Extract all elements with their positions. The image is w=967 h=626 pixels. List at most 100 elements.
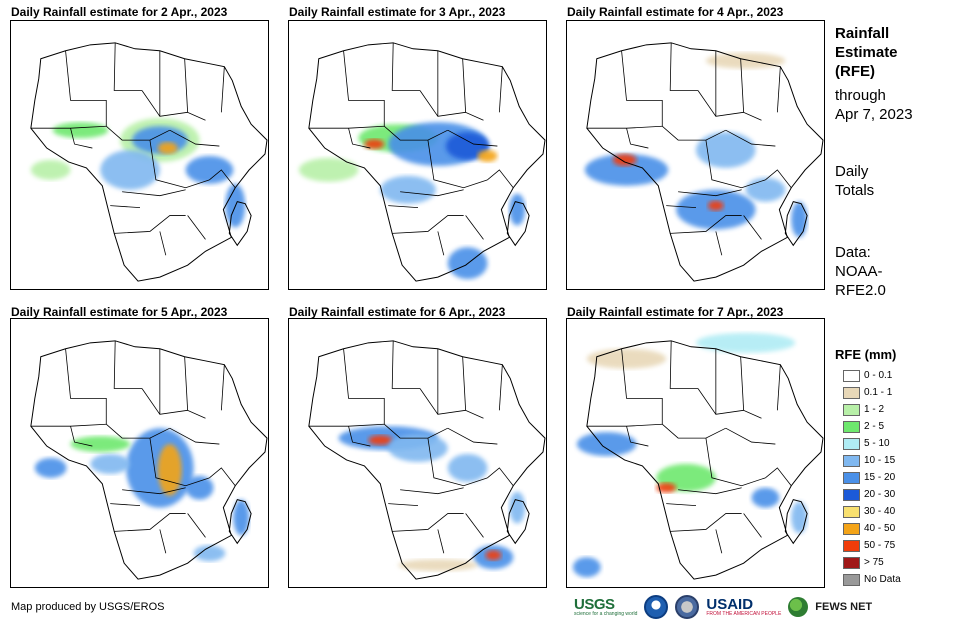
- madagascar-outline: [784, 499, 808, 545]
- country-border: [705, 140, 766, 189]
- rainfall-area: [70, 436, 131, 453]
- legend-swatch: [843, 505, 860, 518]
- country-border: [187, 215, 206, 240]
- country-border: [348, 426, 371, 447]
- country-border: [30, 423, 107, 427]
- map-panel-apr-6: [288, 318, 547, 588]
- legend-swatch: [843, 386, 860, 399]
- country-border: [110, 205, 141, 209]
- rainfall-area: [30, 159, 71, 180]
- africa-map: [584, 42, 824, 282]
- dos-seal-icon: [675, 595, 700, 619]
- country-border: [169, 129, 220, 147]
- coastline: [30, 42, 268, 282]
- legend-item: 15 - 20: [843, 469, 901, 486]
- rainfall-area: [695, 132, 756, 168]
- rainfall-area: [380, 175, 436, 204]
- legend-label: 15 - 20: [864, 471, 896, 483]
- rainfall-area: [185, 475, 214, 500]
- map-panel-apr-3: [288, 20, 547, 290]
- country-border: [765, 169, 792, 188]
- coastline: [586, 340, 824, 580]
- usaid-wordmark: USAID: [706, 596, 754, 613]
- africa-map: [572, 332, 824, 580]
- country-border: [70, 426, 93, 447]
- daily-label: Daily: [835, 163, 869, 180]
- data-source-line-3: RFE2.0: [835, 282, 886, 299]
- rainfall-area: [477, 150, 498, 162]
- country-border: [388, 503, 419, 507]
- country-border: [715, 231, 723, 256]
- rainfall-area: [52, 122, 109, 139]
- rainfall-area: [233, 499, 250, 536]
- country-border: [209, 169, 236, 188]
- country-border: [678, 487, 742, 495]
- country-border: [348, 128, 371, 149]
- rainfall-area: [751, 487, 780, 508]
- legend-label: 5 - 10: [864, 437, 890, 449]
- coastline: [308, 340, 546, 580]
- country-border: [113, 42, 142, 91]
- rainfall-area: [745, 177, 786, 202]
- panel-title-apr-6: Daily Rainfall estimate for 6 Apr., 2023: [289, 305, 506, 319]
- legend-label: 40 - 50: [864, 522, 896, 534]
- rainfall-area: [368, 435, 393, 446]
- country-border: [678, 189, 742, 197]
- country-border: [498, 364, 503, 411]
- country-border: [765, 467, 792, 486]
- rainfall-area: [100, 150, 160, 190]
- africa-map: [298, 42, 546, 282]
- usaid-logo: USAID FROM THE AMERICAN PEOPLE: [706, 597, 781, 617]
- map-panel-apr-5: [10, 318, 269, 588]
- legend-swatch: [843, 403, 860, 416]
- legend-label: 50 - 75: [864, 539, 896, 551]
- country-border: [669, 340, 698, 389]
- country-border: [462, 58, 484, 121]
- legend-item: 50 - 75: [843, 537, 901, 554]
- country-border: [621, 50, 663, 127]
- country-border: [427, 140, 488, 189]
- africa-map: [30, 42, 268, 282]
- country-border: [159, 529, 167, 554]
- country-border: [666, 205, 697, 209]
- country-border: [776, 364, 781, 411]
- country-border: [392, 215, 464, 234]
- rainfall-area: [576, 432, 637, 456]
- country-border: [187, 513, 206, 538]
- legend-swatch: [843, 556, 860, 569]
- country-border: [487, 169, 514, 188]
- country-border: [626, 426, 649, 447]
- country-border: [343, 348, 385, 425]
- map-panel-apr-2: [10, 20, 269, 290]
- fews-globe-icon: [788, 597, 809, 617]
- through-date: through Apr 7, 2023: [835, 86, 913, 124]
- legend-swatch: [843, 454, 860, 467]
- legend-swatch: [843, 573, 860, 586]
- legend-item: 0 - 0.1: [843, 367, 901, 384]
- legend-item: > 75: [843, 554, 901, 571]
- country-border: [105, 423, 170, 439]
- country-border: [308, 423, 385, 427]
- africa-map: [308, 340, 546, 580]
- totals-label: Totals: [835, 182, 875, 199]
- country-border: [419, 388, 466, 415]
- madagascar-outline: [784, 201, 808, 247]
- legend-swatch: [843, 437, 860, 450]
- country-border: [184, 356, 206, 419]
- country-border: [725, 427, 776, 445]
- legend-item: 1 - 2: [843, 401, 901, 418]
- country-border: [65, 50, 107, 127]
- legend-label: 0.1 - 1: [864, 386, 893, 398]
- country-border: [697, 90, 744, 117]
- country-border: [343, 50, 385, 127]
- usgs-wordmark: USGS: [574, 596, 615, 613]
- country-border: [465, 215, 484, 240]
- data-source-line-2: NOAA-: [835, 263, 883, 280]
- country-border: [487, 467, 514, 486]
- rainfall-area: [509, 193, 526, 226]
- legend-swatch: [843, 539, 860, 552]
- rainfall-area: [298, 157, 359, 182]
- map-panel-apr-4: [566, 20, 825, 290]
- rainfall-area: [707, 200, 724, 211]
- panel-title-apr-3: Daily Rainfall estimate for 3 Apr., 2023: [289, 5, 506, 19]
